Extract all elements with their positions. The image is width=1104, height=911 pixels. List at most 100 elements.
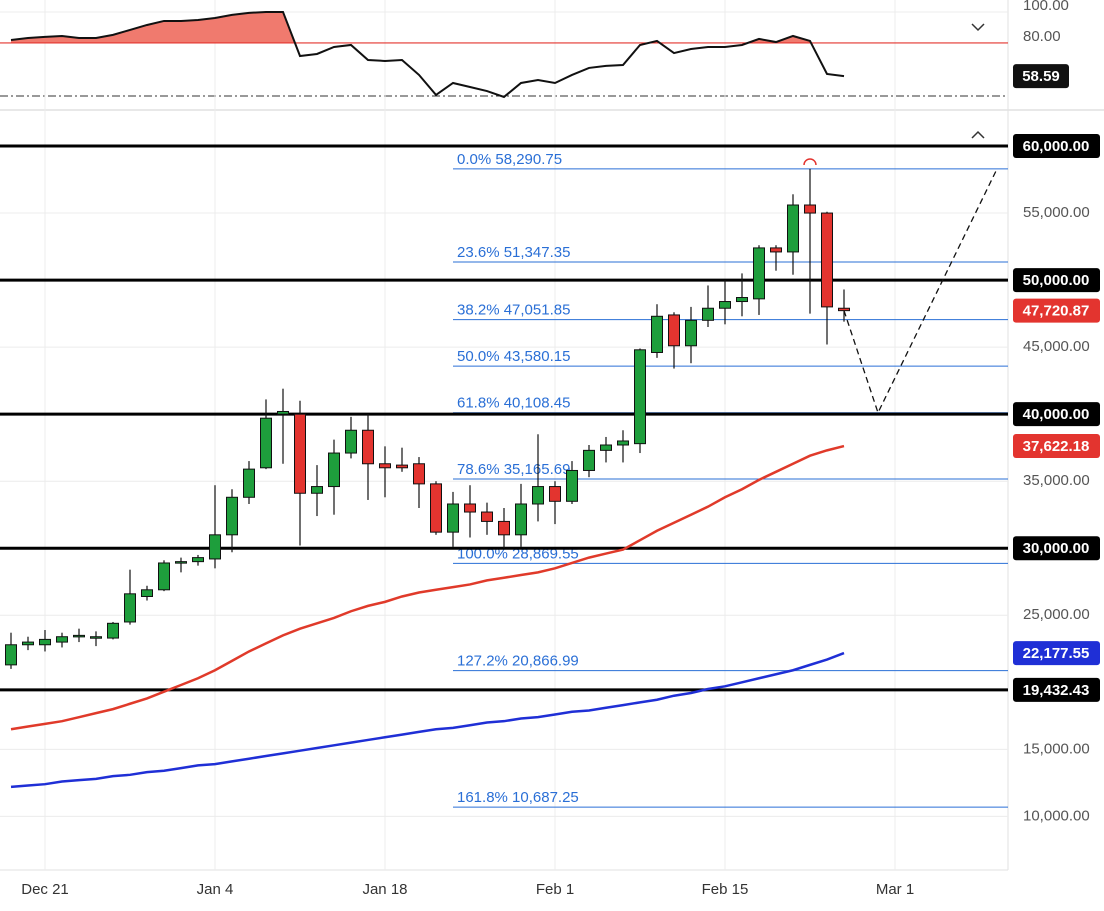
candle-body: [39, 638, 51, 646]
candle-body: [243, 468, 255, 498]
candle-body: [566, 469, 578, 502]
fib-label: 38.2% 47,051.85: [457, 302, 570, 319]
price-badge-label: 47,720.87: [1023, 303, 1090, 320]
candle-body: [447, 503, 459, 533]
price-badge: [1013, 402, 1100, 427]
candle-body: [124, 593, 136, 623]
high-marker: [803, 158, 817, 166]
price-badge-label: 58.59: [1022, 68, 1060, 85]
fib-label: 0.0% 58,290.75: [457, 151, 562, 168]
candle-body: [821, 212, 833, 308]
candle-body: [515, 503, 527, 536]
price-badge: [1013, 64, 1069, 89]
candle-body: [430, 483, 442, 533]
candle-body: [192, 557, 204, 563]
x-tick-label: Dec 21: [21, 881, 69, 898]
candle-body: [702, 307, 714, 321]
candle-body: [345, 429, 357, 454]
candle-body: [464, 503, 476, 513]
y-tick-label: 35,000.00: [1023, 472, 1090, 489]
candle-body: [634, 349, 646, 445]
candle-body: [379, 463, 391, 469]
collapse-icon[interactable]: [971, 130, 985, 139]
fib-label: 50.0% 43,580.15: [457, 348, 570, 365]
price-badge: [1013, 536, 1100, 561]
oscillator-line: [10, 10, 845, 99]
candle-body: [328, 452, 340, 488]
candle-body: [277, 410, 289, 415]
moving-average: [10, 651, 845, 789]
collapse-icon[interactable]: [971, 23, 985, 32]
candle-body: [22, 641, 34, 646]
candle-body: [617, 440, 629, 446]
y-tick-label: 45,000.00: [1023, 338, 1090, 355]
candle-body: [141, 589, 153, 597]
candle-body: [5, 644, 17, 666]
price-badge-label: 22,177.55: [1023, 645, 1090, 662]
candle-body: [90, 636, 102, 639]
candle-body: [107, 622, 119, 639]
price-badge: [1013, 677, 1100, 702]
candle-body: [787, 204, 799, 253]
fib-label: 23.6% 51,347.35: [457, 244, 570, 261]
y-tick-label: 10,000.00: [1023, 807, 1090, 824]
candle-body: [651, 315, 663, 353]
price-badge: [1013, 268, 1100, 293]
candle-body: [56, 636, 68, 643]
candle-body: [804, 204, 816, 214]
candle-body: [209, 534, 221, 560]
fib-label: 127.2% 20,866.99: [457, 653, 579, 670]
candle-body: [226, 496, 238, 536]
candle-body: [719, 301, 731, 309]
x-tick-label: Feb 1: [536, 881, 574, 898]
candle-body: [73, 634, 85, 638]
candle-body: [770, 247, 782, 253]
price-badge-label: 19,432.43: [1023, 682, 1090, 699]
candle-body: [583, 449, 595, 471]
price-badge-label: 30,000.00: [1023, 540, 1090, 557]
projection-line: [843, 168, 998, 415]
price-badge-label: 37,622.18: [1023, 438, 1090, 455]
price-badge: [1013, 298, 1100, 323]
fib-label: 61.8% 40,108.45: [457, 395, 570, 412]
candle-body: [532, 486, 544, 505]
candle-body: [311, 486, 323, 494]
candle-body: [158, 562, 170, 591]
price-badge-label: 50,000.00: [1023, 272, 1090, 289]
candle-body: [396, 464, 408, 469]
y-tick-label: 55,000.00: [1023, 204, 1090, 221]
price-badge: [1013, 641, 1100, 666]
candle-body: [175, 561, 187, 564]
y-tick-label: 15,000.00: [1023, 740, 1090, 757]
x-tick-label: Jan 18: [362, 881, 407, 898]
oscillator-fill: [11, 11, 812, 43]
x-tick-label: Mar 1: [876, 881, 914, 898]
candle-body: [838, 307, 850, 312]
candle-body: [413, 463, 425, 485]
candle-body: [481, 511, 493, 522]
price-badge: [1013, 434, 1100, 459]
candle-body: [753, 247, 765, 300]
candle-body: [294, 413, 306, 494]
candle-body: [549, 486, 561, 502]
candle-body: [600, 444, 612, 451]
candle-body: [362, 429, 374, 465]
price-badge-label: 40,000.00: [1023, 406, 1090, 423]
x-tick-label: Feb 15: [702, 881, 749, 898]
y-tick-label: 80.00: [1023, 28, 1061, 45]
y-tick-label: 25,000.00: [1023, 606, 1090, 623]
candle-body: [668, 314, 680, 347]
fib-label: 161.8% 10,687.25: [457, 789, 579, 806]
candle-body: [736, 297, 748, 303]
y-tick-label: 100.00: [1023, 0, 1069, 14]
candle-body: [260, 417, 272, 469]
candle-body: [498, 520, 510, 536]
moving-average: [10, 444, 845, 731]
candle-body: [685, 319, 697, 347]
price-badge-label: 60,000.00: [1023, 138, 1090, 155]
fib-label: 78.6% 35,165.69: [457, 461, 570, 478]
price-badge: [1013, 134, 1100, 159]
x-tick-label: Jan 4: [197, 881, 234, 898]
